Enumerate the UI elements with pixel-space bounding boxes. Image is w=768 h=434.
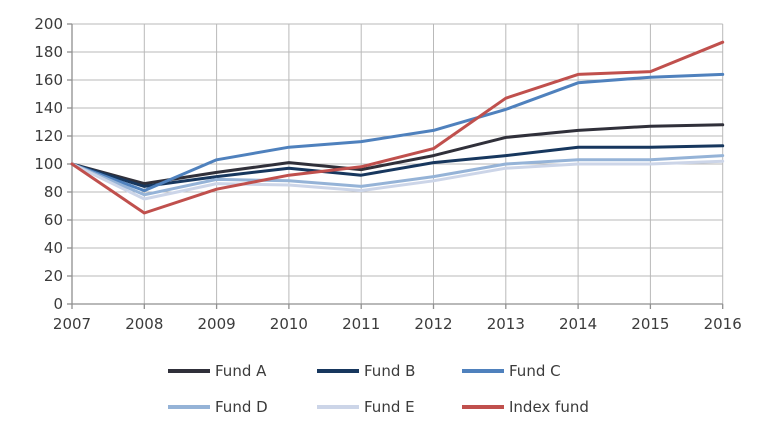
legend-item-fund-e: Fund E	[317, 398, 415, 416]
legend-label-fund-b: Fund B	[364, 362, 415, 380]
x-tick-label: 2011	[342, 315, 380, 333]
legend-label-fund-c: Fund C	[509, 362, 561, 380]
legend-item-fund-a: Fund A	[168, 362, 267, 380]
y-tick-label: 100	[34, 155, 63, 173]
y-tick-label: 0	[53, 295, 63, 313]
y-tick-label: 120	[34, 127, 63, 145]
x-tick-label: 2008	[125, 315, 163, 333]
series-line-fund-d	[70, 154, 725, 197]
x-tick-label: 2012	[414, 315, 452, 333]
legend-item-fund-d: Fund D	[168, 398, 268, 416]
legend-item-fund-b: Fund B	[317, 362, 415, 380]
y-tick-label: 80	[44, 183, 63, 201]
legend-label-fund-a: Fund A	[215, 362, 267, 380]
legend-label-fund-e: Fund E	[364, 398, 415, 416]
y-tick-label: 180	[34, 43, 63, 61]
x-tick-label: 2013	[487, 315, 525, 333]
legend-item-fund-c: Fund C	[462, 362, 561, 380]
series-line-fund-a	[70, 123, 725, 186]
x-tick-label: 2016	[704, 315, 742, 333]
y-tick-label: 200	[34, 15, 63, 33]
y-tick-label: 20	[44, 267, 63, 285]
x-tick-label: 2009	[198, 315, 236, 333]
y-tick-label: 140	[34, 99, 63, 117]
y-tick-label: 60	[44, 211, 63, 229]
y-tick-label: 160	[34, 71, 63, 89]
legend-label-fund-d: Fund D	[215, 398, 268, 416]
y-tick-label: 40	[44, 239, 63, 257]
legend-label-index-fund: Index fund	[509, 398, 589, 416]
series-line-fund-e	[70, 159, 725, 201]
x-tick-label: 2007	[53, 315, 91, 333]
x-tick-label: 2010	[270, 315, 308, 333]
x-tick-label: 2014	[559, 315, 597, 333]
series-line-fund-b	[70, 144, 725, 188]
series-line-index-fund	[70, 40, 725, 215]
series-line-fund-c	[70, 72, 725, 193]
legend-item-index-fund: Index fund	[462, 398, 589, 416]
x-tick-label: 2015	[631, 315, 669, 333]
